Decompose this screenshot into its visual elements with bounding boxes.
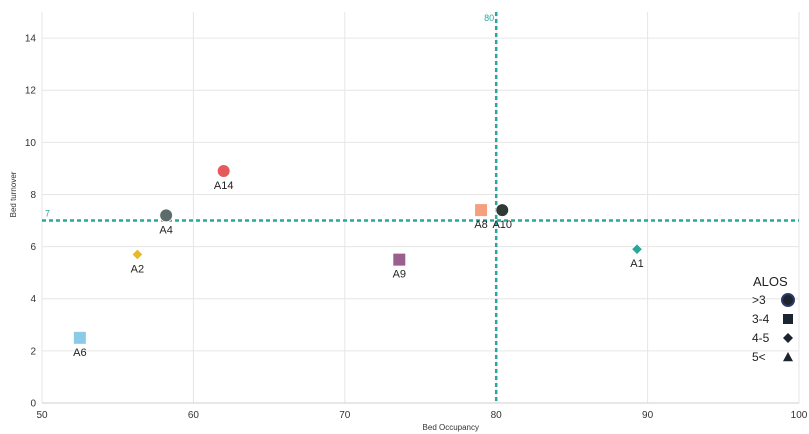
legend-title: ALOS: [753, 274, 788, 289]
y-tick-label: 0: [30, 399, 36, 410]
reference-line-y-label: 7: [45, 209, 50, 219]
y-tick-label: 14: [25, 34, 37, 45]
y-tick-label: 12: [25, 86, 37, 97]
y-tick-label: 10: [25, 138, 37, 149]
x-tick-label: 50: [36, 410, 48, 421]
data-point-a9: [392, 252, 407, 267]
data-point-a10: [495, 203, 510, 218]
legend-entry-label: 5<: [752, 350, 766, 364]
data-point-a1: [630, 242, 644, 256]
data-point-a8: [474, 203, 489, 218]
legend-entry-label: 3-4: [752, 312, 770, 326]
data-point-a6: [72, 330, 87, 345]
data-point-label: A8: [474, 219, 487, 231]
y-tick-label: 6: [30, 242, 36, 253]
x-tick-label: 100: [791, 410, 808, 421]
data-point-label: A9: [393, 269, 406, 281]
legend-circle-icon: [781, 293, 795, 307]
legend-triangle-icon: [783, 352, 793, 362]
y-tick-label: 4: [30, 294, 36, 305]
data-point-label: A14: [214, 180, 234, 192]
y-axis-title: Bed turnover: [9, 171, 18, 217]
data-point-label: A4: [159, 224, 172, 236]
legend-square-icon: [783, 314, 793, 324]
data-point-a2: [131, 248, 144, 261]
data-point-label: A1: [630, 258, 643, 270]
x-tick-label: 80: [491, 410, 503, 421]
legend-entry-label: >3: [752, 293, 766, 307]
legend-entry-label: 4-5: [752, 331, 770, 345]
data-point-a4: [159, 208, 174, 223]
x-tick-label: 70: [339, 410, 351, 421]
reference-line-x-label: 80: [484, 13, 494, 23]
x-tick-label: 60: [188, 410, 200, 421]
data-point-label: A6: [73, 347, 86, 359]
legend-diamond-icon: [783, 333, 793, 343]
data-point-label: A10: [492, 219, 512, 231]
y-tick-label: 2: [30, 346, 36, 357]
data-point-a14: [216, 164, 231, 179]
data-point-label: A2: [131, 263, 144, 275]
x-axis-title: Bed Occupancy: [423, 423, 479, 432]
x-tick-label: 90: [642, 410, 654, 421]
y-tick-label: 8: [30, 190, 36, 201]
